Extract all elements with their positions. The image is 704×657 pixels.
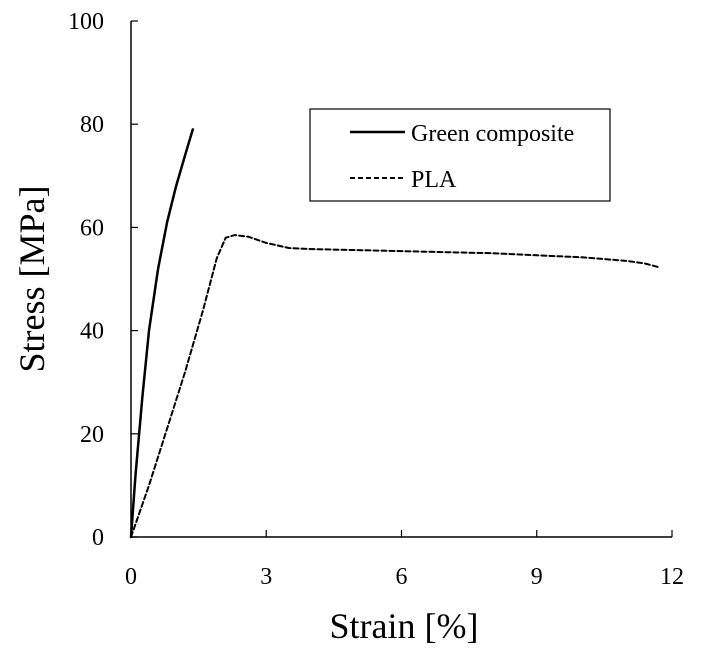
y-tick-label: 100 [68, 9, 104, 35]
legend-box [309, 108, 611, 202]
x-tick-label: 3 [260, 564, 272, 590]
y-tick-label: 0 [92, 525, 104, 551]
x-tick-label: 12 [660, 564, 684, 590]
y-tick-label: 20 [80, 422, 104, 448]
x-tick-label: 0 [125, 564, 137, 590]
legend-label-pla: PLA [411, 167, 457, 193]
x-tick-label: 9 [531, 564, 543, 590]
x-axis-title: Strain [%] [330, 606, 479, 646]
y-axis-title: Stress [MPa] [12, 186, 52, 373]
legend: Green composite PLA [309, 108, 611, 202]
series-line-green-composite [129, 128, 195, 539]
legend-label-green-composite: Green composite [411, 121, 574, 147]
y-tick-label: 60 [80, 215, 104, 241]
series-line-pla [130, 234, 660, 538]
y-tick-label: 80 [80, 112, 104, 138]
y-tick-label: 40 [80, 319, 104, 345]
x-tick-label: 6 [396, 564, 408, 590]
